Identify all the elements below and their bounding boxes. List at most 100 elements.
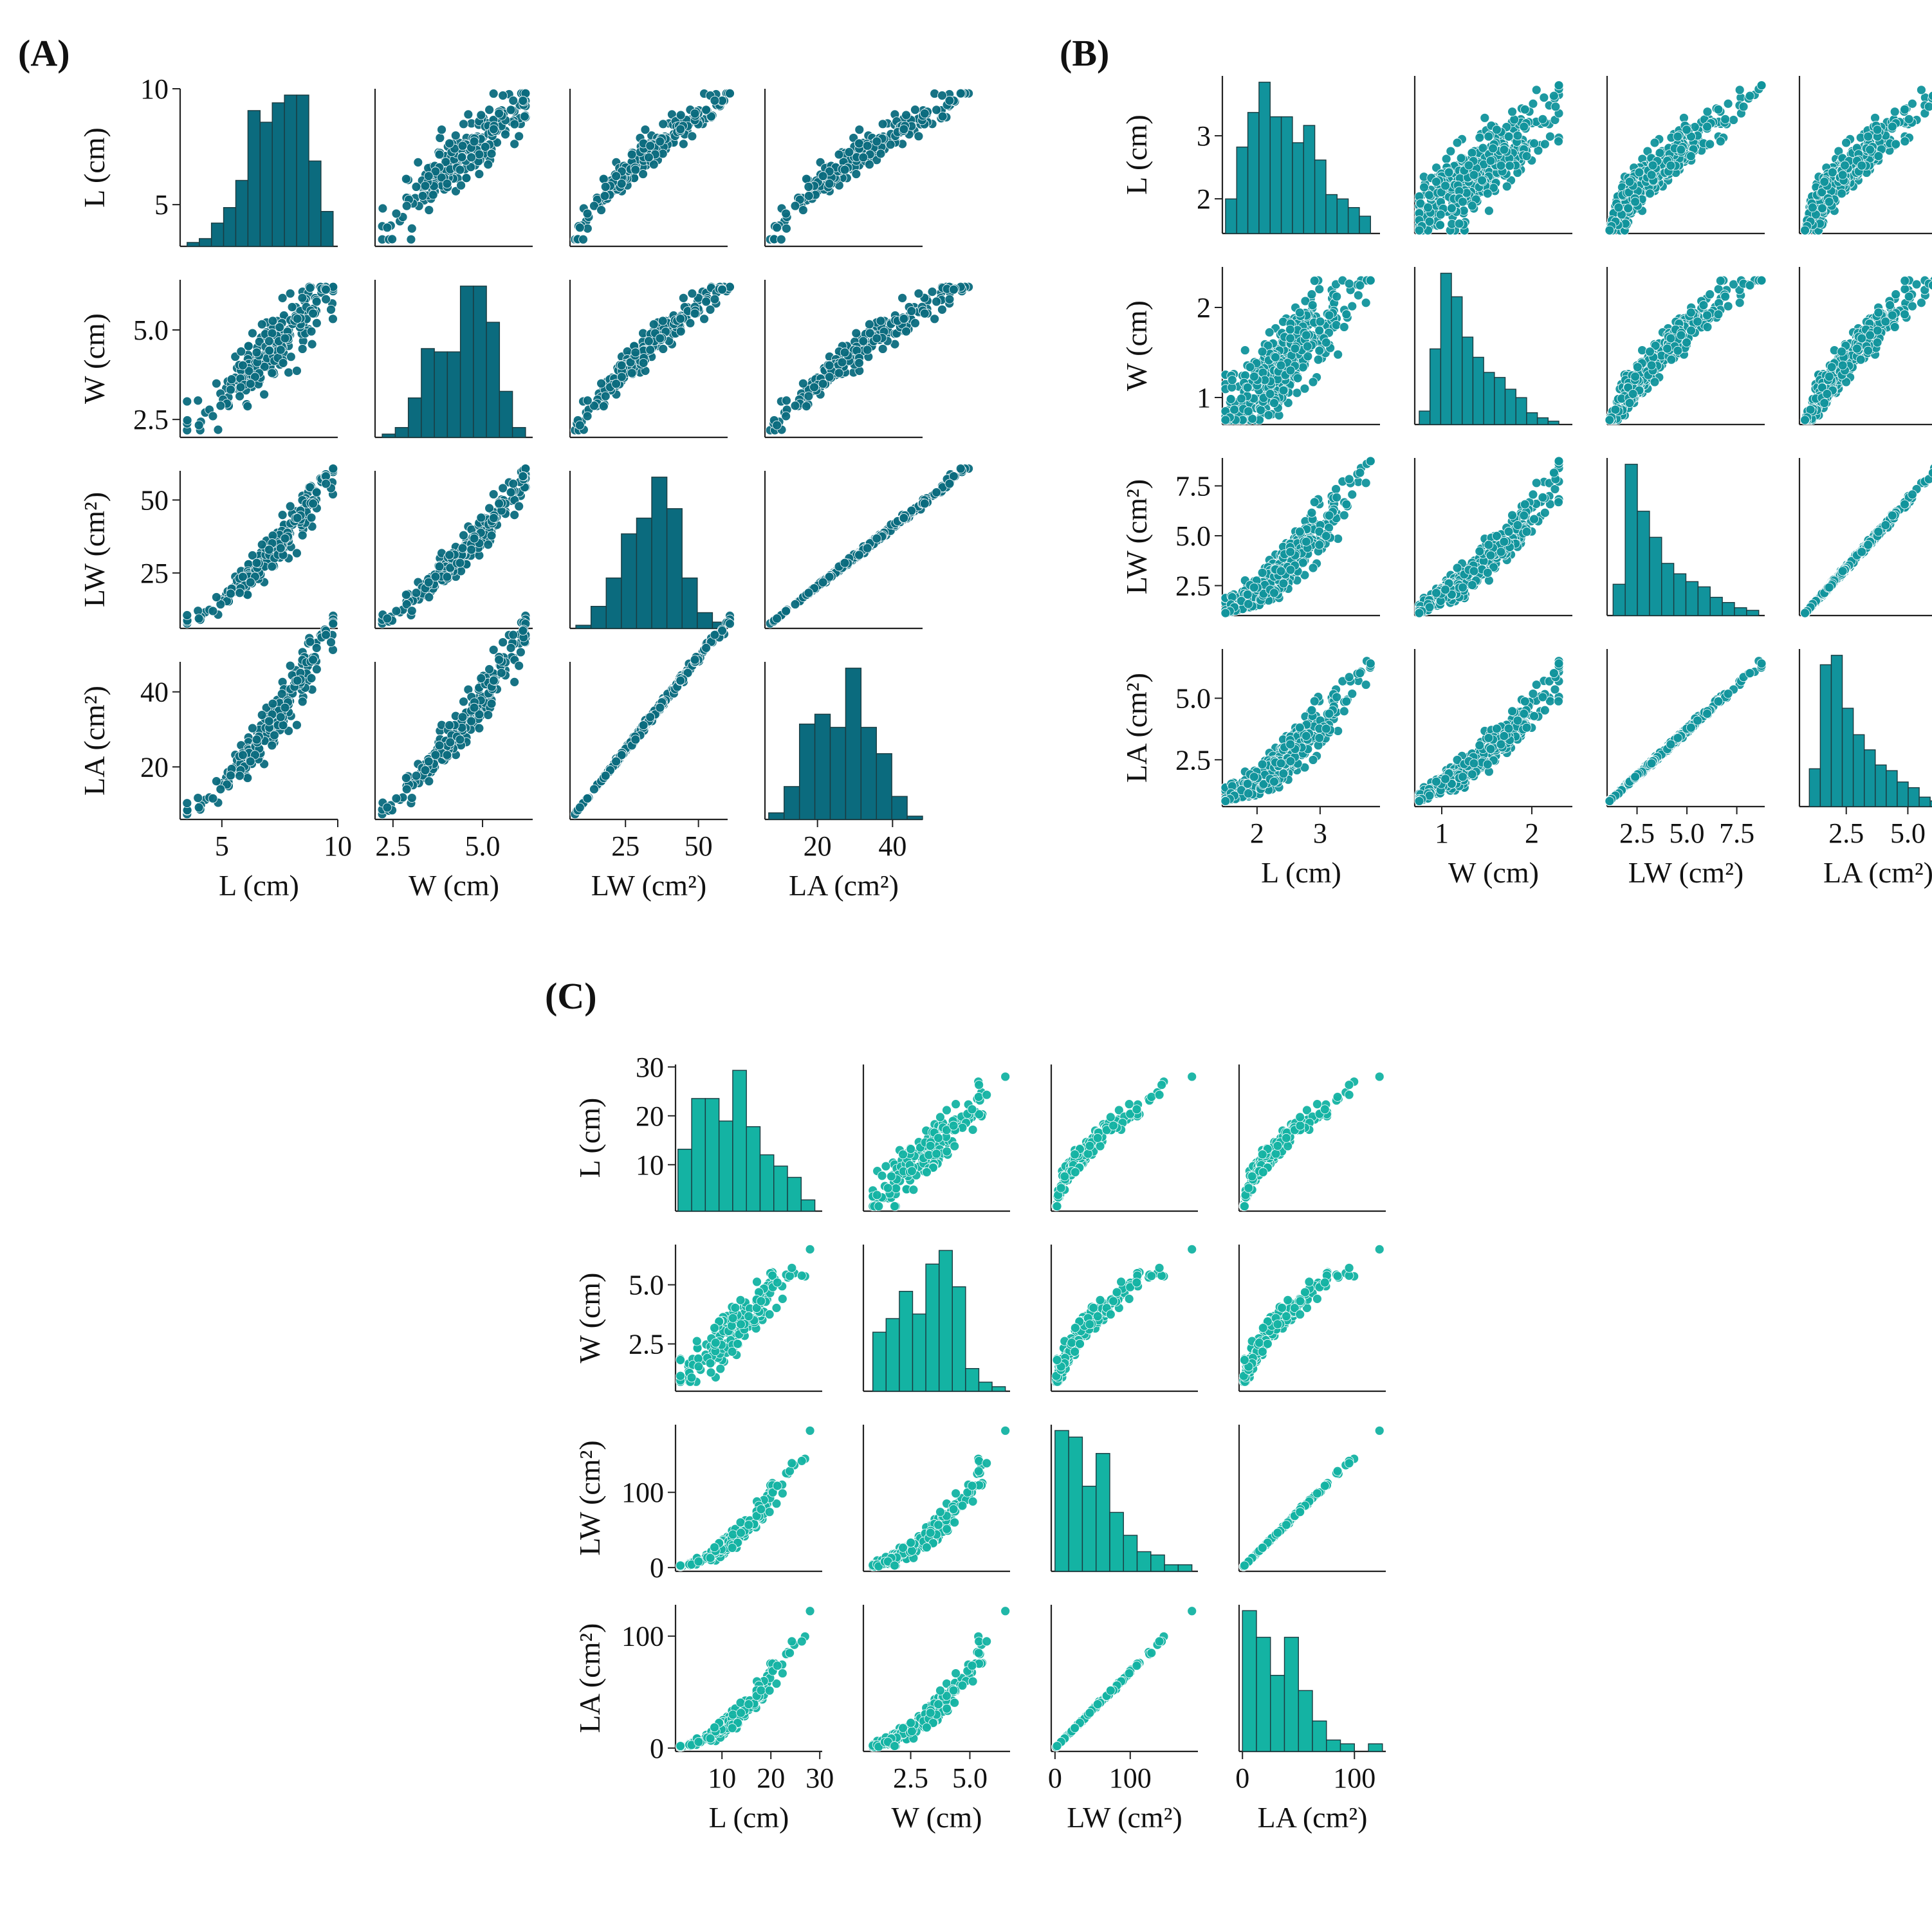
scatter-point	[226, 374, 237, 385]
scatter-point	[616, 360, 627, 370]
scatter-point	[257, 319, 267, 329]
scatter-point	[1331, 320, 1341, 330]
histogram-bar	[407, 397, 422, 438]
scatter-point	[284, 367, 293, 378]
scatter-point	[278, 720, 288, 730]
scatter-point	[1307, 300, 1318, 310]
scatter-point	[226, 589, 235, 599]
histogram-bar	[621, 533, 638, 629]
scatter-point	[328, 464, 338, 473]
scatter-point	[824, 360, 834, 370]
scatter-point	[1446, 146, 1456, 156]
histogram-bar	[499, 390, 513, 438]
scatter-point	[286, 352, 296, 362]
scatter-point	[498, 637, 508, 647]
scatter-point	[772, 420, 782, 430]
scatter-point	[208, 606, 218, 616]
scatter-point	[627, 368, 637, 378]
scatter-point	[285, 661, 295, 671]
scatter-point	[401, 590, 411, 600]
scatter-point	[508, 95, 519, 105]
histogram-bar	[876, 753, 892, 820]
scatter-point	[321, 630, 331, 640]
scatter-point	[457, 141, 468, 151]
scatter-point	[268, 316, 278, 326]
scatter-point	[1723, 98, 1733, 109]
scatter-point	[311, 664, 322, 674]
scatter-point	[1300, 383, 1310, 394]
scatter-point	[854, 358, 864, 368]
scatter-point	[699, 314, 709, 324]
scatter-point	[687, 131, 697, 142]
scatter-point	[292, 675, 302, 686]
scatter-point	[506, 488, 516, 497]
scatter-point	[280, 333, 290, 343]
scatter-point	[264, 336, 274, 346]
scatter-point	[245, 577, 255, 587]
scatter-point	[658, 316, 668, 326]
scatter-point	[818, 379, 828, 389]
scatter-point	[1314, 325, 1325, 336]
scatter-point	[955, 88, 966, 98]
scatter-point	[455, 558, 465, 568]
scatter-point	[858, 152, 869, 163]
scatter-point	[450, 131, 461, 141]
scatter-point	[1705, 139, 1715, 149]
scatter-point	[445, 720, 455, 730]
scatter-point	[600, 391, 611, 401]
scatter-point	[494, 109, 504, 118]
scatter-point	[306, 673, 317, 683]
scatter-point	[1715, 136, 1725, 147]
scatter-point	[483, 160, 493, 170]
scatter-point	[644, 152, 654, 163]
scatter-point	[285, 288, 295, 298]
scatter-point	[598, 401, 609, 412]
scatter-point	[308, 655, 318, 665]
scatter-point	[1464, 160, 1474, 170]
histogram-bar	[296, 95, 309, 247]
scatter-point	[1507, 107, 1517, 117]
scatter-point	[501, 129, 510, 140]
scatter-point	[897, 293, 908, 303]
scatter-point	[638, 720, 649, 730]
histogram-bar	[829, 727, 847, 820]
scatter-point	[782, 223, 791, 233]
scatter-point	[1807, 203, 1817, 213]
scatter-point	[267, 328, 277, 338]
scatter-point	[630, 165, 641, 175]
scatter-point	[267, 562, 277, 572]
scatter-point	[600, 191, 610, 201]
scatter-point	[459, 697, 468, 707]
scatter-point	[655, 702, 665, 713]
panel-1-cell-0-0: 23L (cm)	[1120, 76, 1380, 235]
scatter-point	[280, 702, 290, 713]
scatter-point	[194, 420, 204, 430]
scatter-point	[1819, 177, 1830, 187]
scatter-point	[1414, 225, 1424, 235]
scatter-point	[1486, 156, 1496, 166]
x-tick-label: 40	[878, 830, 906, 862]
histogram-bar	[666, 508, 683, 629]
scatter-point	[306, 513, 317, 523]
scatter-point	[292, 548, 302, 558]
scatter-point	[463, 109, 474, 120]
y-axis-label: LW (cm²)	[78, 492, 111, 607]
scatter-point	[678, 139, 688, 149]
histogram-bar	[421, 348, 435, 438]
scatter-point	[474, 149, 484, 160]
scatter-point	[1294, 307, 1305, 318]
scatter-point	[243, 341, 253, 351]
scatter-point	[434, 562, 445, 572]
scatter-point	[1339, 322, 1349, 332]
scatter-point	[1344, 279, 1354, 289]
histogram-bar	[511, 426, 526, 438]
scatter-point	[243, 401, 253, 412]
scatter-point	[476, 673, 486, 683]
scatter-point	[862, 141, 872, 151]
panel-1-cell-0-3	[1798, 76, 1932, 235]
scatter-point	[292, 720, 302, 730]
scatter-point	[466, 716, 477, 726]
scatter-point	[445, 138, 455, 149]
scatter-point	[1440, 181, 1450, 191]
